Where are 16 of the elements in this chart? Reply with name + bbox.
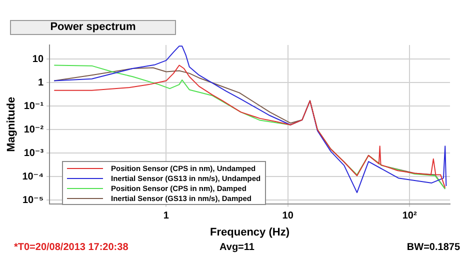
text: Avg=11	[218, 242, 256, 253]
y-tick-label: 10⁻⁴	[22, 171, 44, 182]
y-tick-label: 10⁻³	[24, 148, 44, 159]
text: *T0=20/08/2013 17:20:38	[14, 242, 130, 253]
x-tick-label: 10	[282, 210, 294, 222]
x-axis-title: Frequency (Hz)	[210, 226, 290, 238]
x-tick-label: 1	[163, 210, 170, 222]
y-tick-label: 10	[32, 54, 44, 65]
x-tick-label: 10²	[402, 210, 418, 222]
y-tick-label: 10⁻²	[24, 124, 44, 136]
y-tick-label: 10⁻¹	[24, 100, 44, 112]
y-tick-label: 1	[38, 77, 44, 88]
chart-title: Power spectrum	[10, 20, 176, 35]
y-axis-title: Magnitude	[6, 96, 18, 152]
text: BW=0.1875	[406, 242, 460, 253]
y-tick-label: 10⁻⁵	[22, 194, 44, 206]
